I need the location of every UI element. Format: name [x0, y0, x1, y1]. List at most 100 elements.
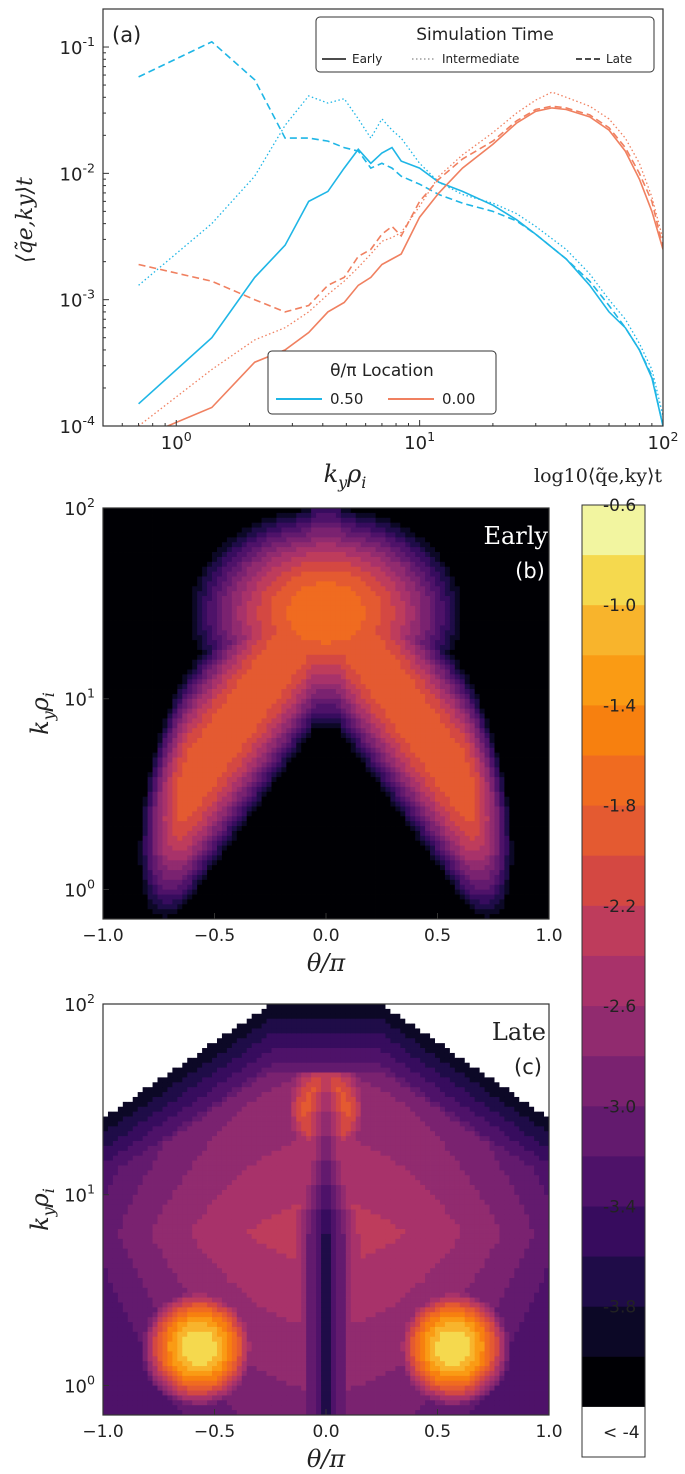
heatmap-cell [375, 855, 381, 861]
heatmap-cell [142, 718, 148, 724]
heatmap-cell [350, 909, 357, 915]
heatmap-cell [326, 552, 332, 558]
heatmap-cell [266, 679, 272, 685]
heatmap-cell [216, 870, 223, 876]
heatmap-cell [355, 845, 362, 851]
heatmap-cell [167, 801, 173, 807]
heatmap-cell [212, 679, 218, 685]
heatmap-cell [137, 684, 144, 690]
panel-a-frame [102, 8, 664, 427]
heatmap-cell [202, 571, 208, 577]
heatmap-cell [306, 718, 312, 724]
heatmap-cell [296, 527, 302, 533]
heatmap-cell [360, 762, 367, 768]
heatmap-cell [345, 576, 352, 582]
heatmap-cell [271, 850, 277, 856]
heatmap-cell [301, 552, 307, 558]
heatmap-cell [137, 645, 144, 651]
heatmap-cell [321, 703, 327, 709]
heatmap-cell [226, 512, 233, 519]
heatmap-cell [137, 914, 144, 919]
heatmap-cell [350, 586, 357, 592]
heatmap-cell [202, 767, 208, 773]
heatmap-cell [335, 821, 342, 827]
heatmap-cell [296, 874, 302, 881]
heatmap-cell [246, 884, 253, 891]
heatmap-cell [192, 674, 198, 680]
heatmap-cell [192, 547, 198, 553]
heatmap-cell [266, 757, 272, 763]
heatmap-cell [370, 596, 376, 602]
heatmap-cell [117, 850, 124, 856]
heatmap-cell [350, 870, 357, 876]
heatmap-cell [261, 870, 267, 876]
heatmap-cell [360, 517, 367, 524]
heatmap-cell [375, 645, 381, 651]
heatmap-cell [370, 826, 376, 832]
heatmap-cell [365, 684, 371, 690]
heatmap-cell [370, 904, 376, 910]
heatmap-cell [301, 816, 307, 822]
heatmap-cell [330, 870, 337, 876]
heatmap-cell [385, 664, 391, 670]
heatmap-cell [281, 679, 287, 685]
heatmap-cell [345, 777, 352, 783]
heatmap-cell [311, 552, 317, 558]
heatmap-cell [306, 610, 312, 617]
heatmap-cell [132, 561, 139, 568]
heatmap-cell [187, 625, 193, 631]
heatmap-cell [335, 733, 342, 739]
heatmap-cell [202, 791, 208, 798]
heatmap-cell [375, 586, 381, 592]
colorbar-tick-1: -1.0 [603, 596, 636, 616]
heatmap-cell [281, 512, 287, 519]
heatmap-cell [246, 718, 253, 724]
heatmap-cell [187, 791, 193, 798]
heatmap-cell [296, 703, 302, 709]
heatmap-cell [365, 635, 371, 641]
heatmap-cell [236, 581, 243, 587]
heatmap-cell [370, 630, 376, 636]
heatmap-cell [335, 512, 342, 519]
heatmap-cell [231, 816, 238, 822]
heatmap-cell [340, 909, 347, 915]
heatmap-cell [326, 679, 332, 685]
heatmap-cell [321, 625, 327, 631]
heatmap-cell [182, 693, 188, 700]
heatmap-cell [330, 752, 337, 758]
heatmap-cell [296, 561, 302, 568]
heatmap-cell [311, 689, 317, 695]
heatmap-cell [321, 679, 327, 685]
heatmap-cell [162, 865, 168, 871]
heatmap-cell [212, 811, 218, 817]
heatmap-cell [207, 679, 213, 685]
heatmap-cell [281, 571, 287, 577]
heatmap-cell [241, 786, 248, 793]
heatmap-cell [256, 733, 262, 739]
heatmap-cell [147, 884, 153, 891]
heatmap-cell [162, 698, 168, 705]
heatmap-cell [350, 742, 357, 749]
heatmap-cell [360, 874, 367, 881]
heatmap-cell [251, 884, 258, 891]
heatmap-cell [157, 718, 163, 724]
heatmap-cell [316, 703, 322, 709]
heatmap-cell [365, 904, 371, 910]
heatmap-cell [256, 909, 262, 915]
heatmap-cell [251, 596, 258, 602]
heatmap-cell [147, 561, 153, 568]
heatmap-cell [276, 508, 282, 514]
heatmap-cell [167, 542, 173, 548]
heatmap-cell [311, 586, 317, 592]
heatmap-cell [345, 782, 352, 788]
heatmap-cell [360, 850, 367, 856]
heatmap-cell [127, 669, 134, 675]
heatmap-cell [330, 532, 337, 538]
heatmap-cell [236, 894, 243, 900]
heatmap-cell [291, 737, 297, 744]
heatmap-cell [301, 747, 307, 754]
heatmap-cell [326, 542, 332, 548]
heatmap-cell [212, 728, 218, 734]
heatmap-cell [147, 693, 153, 700]
heatmap-cell [241, 659, 248, 665]
